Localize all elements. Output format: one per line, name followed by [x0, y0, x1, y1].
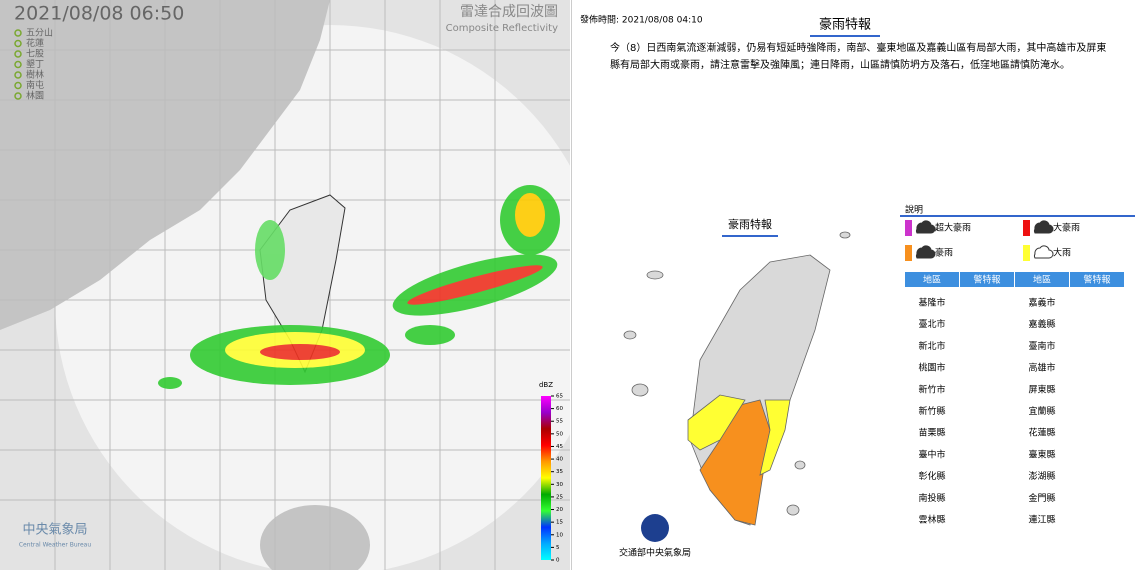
region-name: 臺南市 [1028, 340, 1055, 352]
agency: 中央氣象局 [22, 523, 87, 538]
warning-title: 豪雨特報 [819, 17, 871, 33]
region-name: 高雄市 [1028, 362, 1055, 374]
agency-en: Central Weather Bureau [19, 542, 92, 549]
legend-label: 超大豪雨 [935, 222, 971, 234]
colorbar-tick-label: 35 [556, 469, 563, 475]
issued-time: 發佈時間: 2021/08/08 04:10 [580, 14, 703, 26]
station-dot [14, 81, 22, 90]
table-header-cell [1015, 272, 1069, 287]
region-name: 雲林縣 [918, 514, 945, 526]
colorbar-tick-label: 5 [556, 545, 560, 551]
table-header: 地區 [1033, 274, 1051, 286]
table-header: 警特報 [1083, 274, 1110, 286]
station-dot [14, 60, 22, 69]
colorbar-tick-label: 0 [556, 558, 560, 564]
colorbar-tick-label: 50 [556, 431, 563, 437]
agency-logo [641, 514, 669, 542]
station-label: 墾丁 [26, 58, 44, 70]
map-label: 豪雨特報 [728, 217, 772, 231]
colorbar-tick-label: 40 [556, 457, 563, 463]
radar-map: dBZ 2021/08/08 06:50 雷達合成回波圖 Composite R… [0, 0, 572, 570]
colorbar-tick-label: 25 [556, 494, 563, 500]
legend-swatch [1023, 220, 1030, 236]
colorbar-tick-label: 20 [556, 507, 563, 513]
region-name: 屏東縣 [1028, 383, 1055, 395]
colorbar-tick-label: 55 [556, 419, 563, 425]
legend-title: 說明 [905, 204, 923, 216]
station-label: 七股 [26, 49, 44, 60]
warning-map [623, 231, 851, 526]
region-name: 新竹縣 [918, 405, 945, 417]
station-label: 南屯 [26, 79, 44, 91]
station-label: 林園 [26, 90, 44, 102]
region-name: 桃園市 [918, 362, 945, 374]
region-name: 金門縣 [1028, 492, 1055, 504]
region-name: 新北市 [918, 340, 945, 352]
warning-panel: 發佈時間: 2021/08/08 04:10 豪雨特報 豪雨特報 交通部中央氣象… [580, 14, 1135, 559]
region-name: 苗栗縣 [918, 428, 945, 439]
station-dot [14, 92, 22, 100]
region-name: 彰化縣 [918, 470, 945, 482]
timestamp: 2021/08/08 06:50 [14, 3, 184, 25]
region-name: 花蓮縣 [1028, 427, 1055, 439]
station-label: 花蓮 [26, 37, 44, 49]
colorbar [541, 396, 551, 560]
region-name: 臺東縣 [1028, 448, 1055, 460]
table-header: 地區 [923, 274, 941, 286]
station-label: 五分山 [26, 28, 53, 39]
region-name: 南投縣 [918, 492, 945, 504]
station-dot [14, 50, 22, 58]
colorbar-tick-label: 65 [556, 394, 563, 400]
legend-icon [915, 245, 936, 259]
region-name: 臺北市 [918, 318, 945, 330]
region-name: 連江縣 [1028, 514, 1055, 526]
station-dot [14, 39, 22, 48]
station-dot [14, 29, 22, 37]
station-label: 樹林 [26, 69, 44, 81]
footer: 交通部中央氣象局 [619, 547, 691, 559]
region-name: 臺中市 [918, 448, 945, 460]
colorbar-tick-label: 15 [556, 520, 563, 526]
region-name: 基隆市 [918, 297, 945, 309]
table-header: 警特報 [973, 274, 1000, 286]
table-header-cell [1070, 272, 1124, 287]
legend-icon [1033, 220, 1054, 234]
legend-icon [915, 220, 936, 234]
colorbar-tick-label: 60 [556, 406, 563, 412]
region-name: 嘉義市 [1028, 297, 1055, 309]
region-name: 新竹市 [918, 383, 945, 395]
legend-label: 大雨 [1053, 247, 1071, 259]
region-name: 嘉義縣 [1028, 318, 1055, 330]
table-header-cell [905, 272, 959, 287]
warning-text: 今（8）日西南氣流逐漸減弱，仍易有短延時強降雨，南部、臺東地區及嘉義山區有局部大… [610, 43, 1107, 71]
legend-swatch [905, 245, 912, 261]
colorbar-tick-label: 30 [556, 482, 563, 488]
radar-subtitle: Composite Reflectivity [446, 23, 558, 34]
legend-swatch [1023, 245, 1030, 261]
colorbar-tick-label: 10 [556, 532, 563, 538]
radar-title: 雷達合成回波圖 [460, 4, 558, 20]
echo [158, 185, 560, 389]
region-name: 宜蘭縣 [1028, 405, 1055, 417]
colorbar-unit: dBZ [539, 381, 553, 389]
legend-label: 大豪雨 [1053, 222, 1080, 234]
legend-swatch [905, 220, 912, 236]
region-name: 澎湖縣 [1028, 470, 1055, 482]
table-header-cell [960, 272, 1014, 287]
station-dot [14, 71, 22, 79]
legend-label: 豪雨 [935, 247, 953, 259]
legend-icon [1033, 245, 1054, 259]
colorbar-tick-label: 45 [556, 444, 563, 450]
